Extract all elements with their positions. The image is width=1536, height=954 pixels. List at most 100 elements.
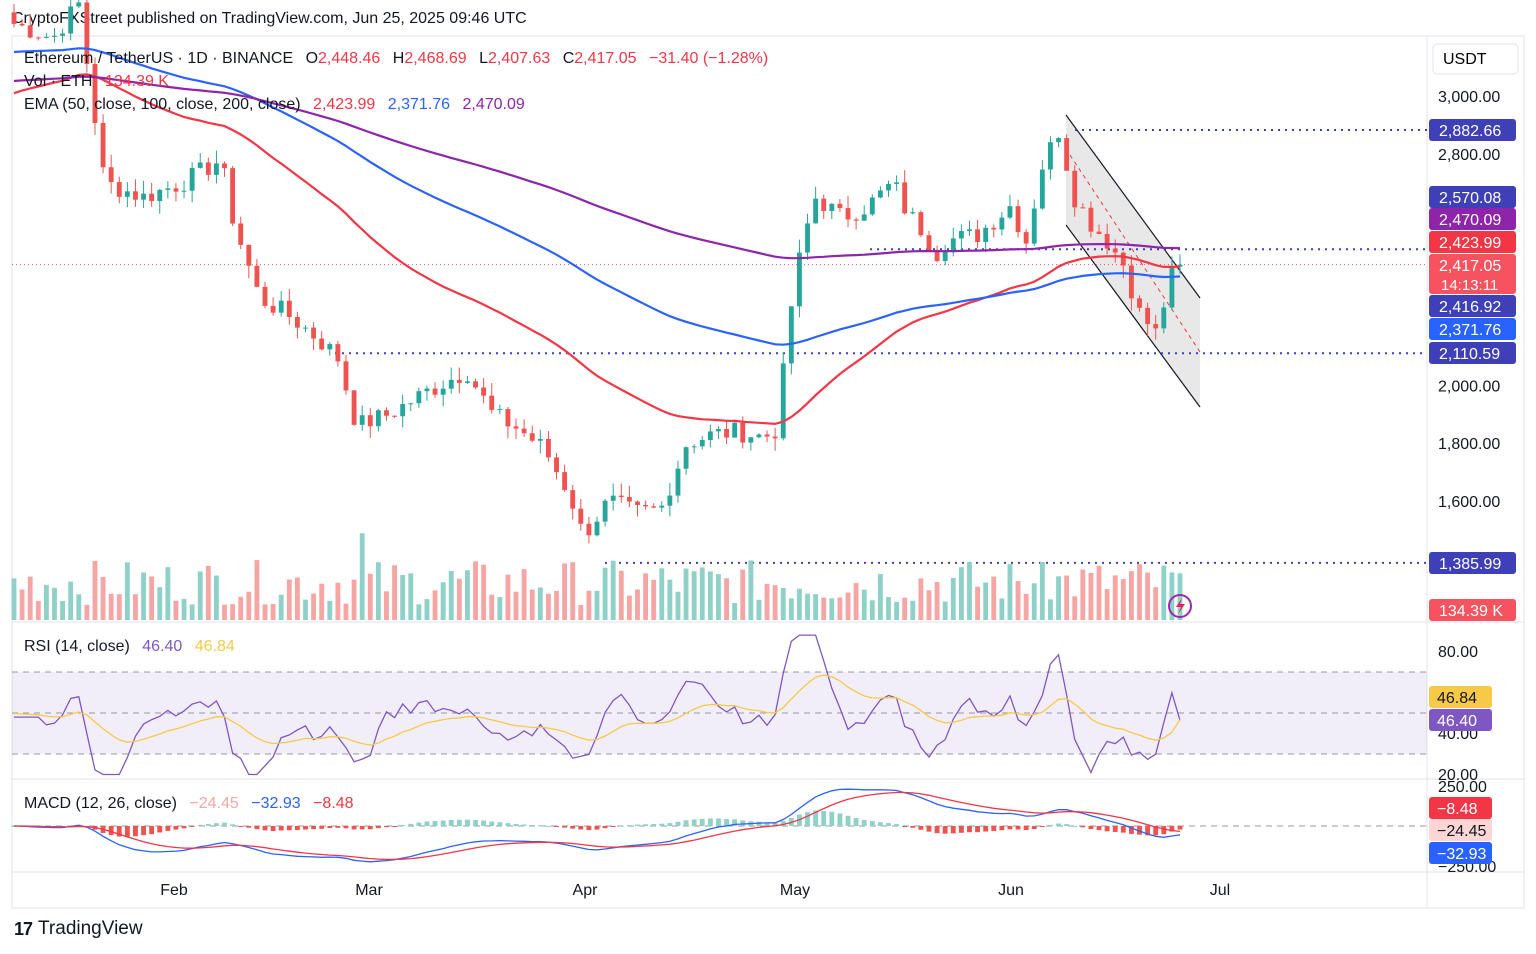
macd-hist-bar — [440, 820, 446, 826]
volume-bar — [716, 574, 721, 620]
time-tick: May — [780, 882, 810, 899]
macd-hist-bar — [537, 825, 543, 827]
macd-hist-bar — [335, 826, 341, 828]
candle-body — [1048, 142, 1053, 170]
channel-lower — [1065, 224, 1201, 408]
macd-hist-bar — [805, 812, 810, 826]
candlesticks[interactable] — [11, 0, 1183, 544]
volume-bar — [837, 597, 843, 620]
macd-hist-bar — [821, 810, 827, 826]
candle-body — [43, 36, 49, 38]
candle-body — [967, 229, 972, 232]
macd-hist-bar — [165, 826, 171, 831]
candle-body — [902, 182, 908, 214]
volume-bar — [84, 604, 90, 620]
macd-hist-bar — [1031, 826, 1037, 830]
volume-bar — [497, 597, 503, 620]
macd-hist-bar — [197, 824, 203, 826]
candle-body — [440, 388, 446, 395]
macd-hist-bar — [958, 826, 964, 833]
candle-body — [1039, 169, 1045, 209]
candle-body — [392, 415, 397, 417]
tradingview-footer[interactable]: 17 TradingView — [14, 918, 143, 940]
candle-body — [60, 33, 66, 36]
candle-body — [173, 188, 179, 192]
horizontal-levels[interactable] — [12, 128, 1427, 564]
volume-bar — [416, 604, 422, 620]
candle-body — [141, 193, 146, 200]
macd-hist-bar — [643, 824, 649, 826]
macd-hist-bar — [392, 826, 397, 827]
volume-bar — [967, 562, 972, 620]
volume-bar — [1169, 572, 1175, 620]
candle-body — [659, 505, 665, 508]
macd-hist-bar — [1072, 825, 1078, 827]
time-tick: Apr — [573, 882, 599, 899]
price-badge-label: 2,470.09 — [1439, 212, 1501, 229]
candle-body — [861, 214, 867, 221]
ema-label: EMA (50, close, 100, close, 200, close) — [24, 96, 301, 113]
volume-bar — [1145, 572, 1151, 620]
macd-hist-bar — [1015, 826, 1021, 830]
candle-body — [780, 363, 786, 439]
rsi-pane[interactable] — [12, 634, 1427, 776]
volume-bar — [1056, 576, 1061, 620]
symbol-label: Ethereum / TetherUS · 1D · BINANCE — [24, 50, 293, 67]
macd-hist-bar — [902, 826, 908, 827]
macd-hist-bar — [764, 822, 770, 826]
high-value: 2,468.69 — [404, 50, 466, 67]
macd-hist-bar — [254, 826, 260, 830]
macd-hist-bar — [869, 821, 875, 826]
macd-hist-bar — [1169, 826, 1175, 832]
candle-body — [635, 501, 640, 505]
macd-hist-bar — [861, 819, 867, 826]
price-badge — [1429, 318, 1516, 340]
price-badge — [1429, 552, 1516, 574]
volume-bar — [246, 591, 252, 620]
candle-body — [181, 190, 187, 192]
candle-body — [926, 235, 932, 250]
candle-body — [610, 495, 616, 501]
volume-bar — [975, 586, 980, 620]
price-badge-label: 2,423.99 — [1439, 235, 1501, 252]
macd-hist-bar — [173, 826, 179, 830]
volume-bar — [894, 601, 900, 620]
volume-bar — [748, 560, 754, 620]
volume-bar — [910, 600, 916, 620]
macd-hist-bar — [303, 826, 308, 830]
volume-bars — [11, 533, 1183, 620]
candle-body — [133, 191, 138, 200]
currency-selector[interactable] — [1432, 43, 1519, 75]
publisher-line: CryptoFXStreet published on TradingView.… — [12, 10, 527, 27]
macd-hist-bar — [521, 824, 527, 826]
volume-bar — [367, 573, 373, 620]
macd-hist-bar — [691, 819, 697, 826]
time-tick: Feb — [160, 882, 188, 899]
price-badge-label: 2,882.66 — [1439, 123, 1501, 140]
volume-bar — [197, 571, 203, 620]
candle-body — [983, 227, 989, 243]
volume-bar — [1177, 573, 1183, 620]
ema200-value: 2,470.09 — [463, 96, 525, 113]
macd-hist-bar — [278, 826, 284, 831]
volume-bar — [853, 583, 859, 620]
volume-bar — [124, 562, 130, 620]
macd-hist-bar — [683, 820, 689, 826]
volume-bar — [869, 600, 875, 620]
volume-bar — [359, 533, 365, 620]
macd-hist-bar — [1007, 826, 1013, 830]
candle-body — [626, 497, 632, 502]
macd-hist-bar — [456, 819, 462, 826]
macd-value: −32.93 — [251, 795, 300, 812]
macd-hist-bar — [189, 826, 195, 827]
volume-bar — [408, 573, 414, 620]
replay-icon[interactable] — [1168, 594, 1192, 618]
volume-bar — [311, 593, 317, 620]
candle-body — [367, 415, 373, 427]
macd-pane[interactable] — [11, 788, 1427, 863]
ema-lines[interactable] — [13, 47, 1181, 426]
candle-body — [1161, 307, 1167, 329]
macd-hist-bar — [448, 819, 454, 826]
macd-hist-bar — [1120, 826, 1126, 833]
